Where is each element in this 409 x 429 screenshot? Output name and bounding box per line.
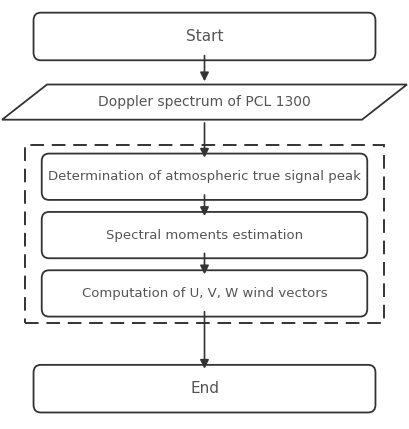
Text: Computation of U, V, W wind vectors: Computation of U, V, W wind vectors: [82, 287, 327, 300]
FancyBboxPatch shape: [34, 365, 375, 413]
FancyBboxPatch shape: [34, 12, 375, 60]
FancyBboxPatch shape: [42, 212, 367, 258]
Text: End: End: [190, 381, 219, 396]
Text: Determination of atmospheric true signal peak: Determination of atmospheric true signal…: [48, 170, 361, 183]
Text: Doppler spectrum of PCL 1300: Doppler spectrum of PCL 1300: [98, 95, 311, 109]
Text: Start: Start: [186, 29, 223, 44]
Polygon shape: [2, 85, 407, 120]
FancyBboxPatch shape: [42, 154, 367, 200]
FancyBboxPatch shape: [42, 270, 367, 317]
Bar: [25, 145, 384, 323]
Text: Spectral moments estimation: Spectral moments estimation: [106, 229, 303, 242]
